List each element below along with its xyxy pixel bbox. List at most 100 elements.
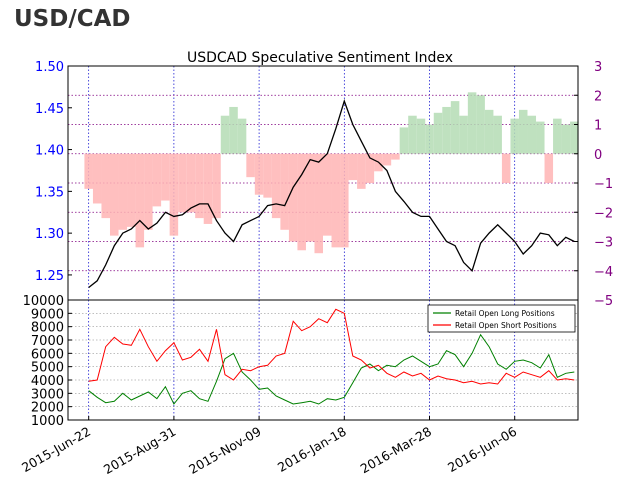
- ssi-bar: [561, 124, 571, 154]
- ssi-bar: [467, 92, 477, 154]
- ssi-bar: [459, 115, 468, 154]
- ssi-bar: [203, 153, 213, 224]
- ssi-bar: [476, 95, 485, 154]
- ssi-bar: [382, 153, 392, 166]
- ssi-bar: [109, 153, 119, 236]
- y-right-tick-label: 0: [594, 148, 602, 163]
- y-tick-label: 9000: [31, 307, 64, 322]
- y-tick-label: 10000: [23, 294, 64, 309]
- ssi-bar: [305, 153, 315, 242]
- x-tick-label: 2015-Nov-09: [186, 424, 264, 477]
- y-right-tick-label: −4: [594, 265, 613, 280]
- ssi-bar: [510, 118, 519, 154]
- y-tick-label: 2000: [31, 401, 64, 416]
- y-right-tick-label: −1: [594, 177, 613, 192]
- y-tick-label: 7000: [31, 334, 64, 349]
- ssi-bar: [425, 124, 434, 154]
- ssi-bar: [399, 127, 409, 154]
- top-y-axis-right: 3 2 1 0 −1 −2 −3 −4 −5: [574, 60, 613, 309]
- ssi-bar: [92, 153, 102, 204]
- ssi-bar: [416, 118, 426, 154]
- ssi-bars: [84, 92, 579, 254]
- ssi-bar: [212, 153, 221, 219]
- ssi-bar: [263, 153, 272, 198]
- ssi-bar: [553, 118, 562, 154]
- ssi-bar: [118, 153, 128, 230]
- ssi-bar: [314, 153, 323, 254]
- bottom-plot-frame: [67, 299, 579, 421]
- ssi-bar: [220, 115, 230, 154]
- ssi-bar: [442, 106, 451, 154]
- ssi-bar: [408, 115, 417, 154]
- x-tick-label: 2016-Jun-06: [445, 424, 519, 475]
- ssi-bar: [536, 121, 545, 154]
- top-y-axis-left: 1.50 1.45 1.40 1.35 1.30 1.25: [35, 60, 72, 284]
- ssi-bar: [357, 153, 366, 189]
- y-tick-label: 1.25: [35, 269, 64, 284]
- y-tick-label: 5000: [31, 361, 64, 376]
- ssi-bar: [254, 153, 264, 195]
- ssi-bar: [348, 153, 358, 181]
- ssi-bar: [450, 101, 460, 154]
- x-tick-label: 2016-Jan-18: [275, 424, 349, 475]
- ssi-bar: [127, 153, 136, 227]
- ssi-bar: [527, 115, 537, 154]
- y-right-tick-label: 3: [594, 60, 602, 75]
- y-right-tick-label: 1: [594, 119, 602, 134]
- y-tick-label: 4000: [31, 374, 64, 389]
- ssi-bar: [229, 106, 238, 154]
- ssi-bar: [365, 153, 375, 183]
- legend: Retail Open Long Positions Retail Open S…: [427, 304, 576, 333]
- ssi-bar: [135, 153, 145, 248]
- bottom-y-axis: 1000090008000700060005000400030002000100…: [23, 294, 72, 429]
- ssi-bar: [518, 109, 528, 154]
- ssi-bar: [186, 153, 196, 213]
- top-panel: USDCAD Speculative Sentiment Index 1.501…: [35, 50, 613, 309]
- ssi-bar: [570, 121, 579, 154]
- ssi-bar: [237, 118, 247, 154]
- ssi-bar: [484, 109, 494, 154]
- ssi-bar: [297, 153, 306, 251]
- ssi-bar: [544, 153, 554, 183]
- x-tick-label: 2015-Aug-31: [101, 424, 179, 477]
- x-tick-label: 2016-Mar-28: [358, 424, 434, 477]
- ssi-bar: [144, 153, 153, 230]
- ssi-bar: [152, 153, 162, 207]
- bottom-panel: 1000090008000700060005000400030002000100…: [23, 294, 579, 429]
- ssi-bar: [391, 153, 400, 160]
- ssi-bar: [433, 112, 443, 154]
- ssi-bar: [195, 153, 204, 219]
- chart-title: USDCAD Speculative Sentiment Index: [187, 50, 453, 66]
- y-tick-label: 1.50: [35, 60, 64, 75]
- ssi-bar: [493, 115, 502, 154]
- page-title: USD/CAD: [14, 6, 131, 32]
- y-tick-label: 3000: [31, 387, 64, 402]
- short-positions-line: [88, 308, 575, 385]
- x-tick-label: 2015-Jun-22: [19, 424, 93, 475]
- y-tick-label: 1.45: [35, 102, 64, 117]
- y-tick-label: 1.40: [35, 144, 64, 159]
- legend-label-long: Retail Open Long Positions: [455, 309, 555, 318]
- long-positions-line: [88, 333, 575, 405]
- ssi-bar: [501, 153, 511, 183]
- price-line: [88, 99, 575, 289]
- ssi-bar: [280, 153, 289, 230]
- y-tick-label: 1.35: [35, 185, 64, 200]
- y-right-tick-label: −5: [594, 294, 613, 309]
- ssi-bar: [340, 153, 349, 248]
- ssi-bar: [169, 153, 179, 236]
- y-right-tick-label: −3: [594, 236, 613, 251]
- ssi-bar: [331, 153, 341, 248]
- x-axis: 2015-Jun-22 2015-Aug-31 2015-Nov-09 2016-Ja…: [19, 416, 519, 477]
- ssi-bar: [161, 153, 170, 201]
- y-tick-label: 8000: [31, 321, 64, 336]
- y-tick-label: 1.30: [35, 227, 64, 242]
- ssi-bar: [271, 153, 281, 219]
- ssi-bar: [178, 153, 187, 213]
- ssi-bar: [84, 153, 93, 189]
- ssi-bar: [246, 153, 255, 178]
- ssi-bar: [288, 153, 298, 242]
- y-tick-label: 1000: [31, 414, 64, 429]
- y-right-tick-label: −2: [594, 206, 613, 221]
